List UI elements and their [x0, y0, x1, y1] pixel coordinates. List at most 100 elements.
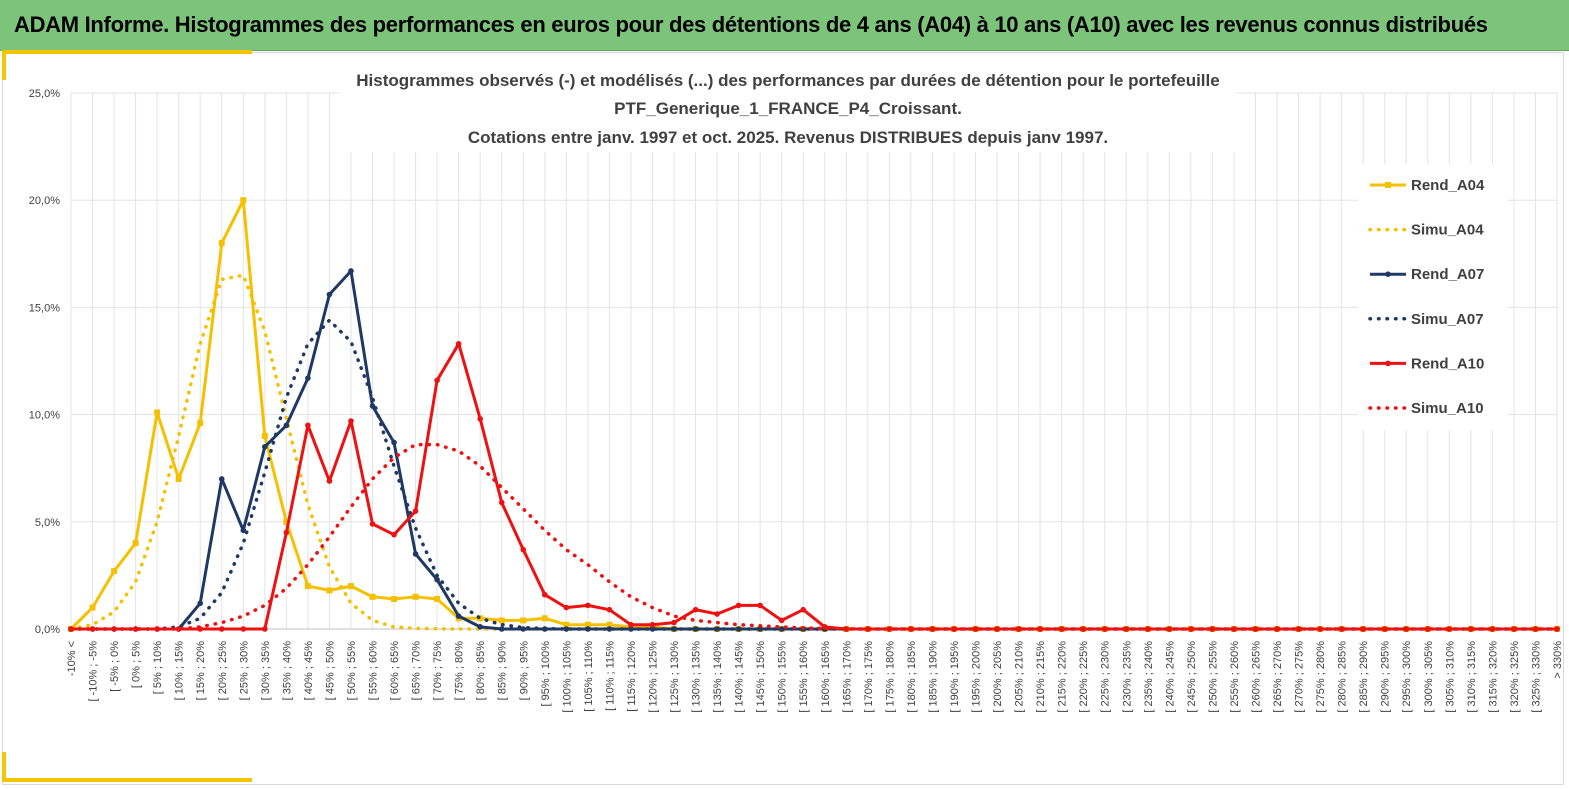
data-point-rend-a07 [218, 476, 225, 482]
data-point-rend-a10 [541, 591, 548, 598]
data-point-rend-a04 [240, 197, 247, 204]
data-point-rend-a04 [412, 593, 419, 600]
x-tick-label: [ 15% ; 20% [195, 641, 207, 701]
x-tick-label: [ 195% ; 200% [971, 641, 983, 713]
x-tick-label: [ 275% ; 280% [1315, 641, 1327, 713]
data-point-rend-a07 [197, 600, 204, 607]
data-point-rend-a10 [1338, 626, 1345, 632]
x-tick-label: [ 305% ; 310% [1444, 641, 1456, 713]
x-tick-label: [ 40% ; 45% [303, 641, 315, 701]
x-tick-label: [ 295% ; 300% [1401, 641, 1413, 713]
data-point-rend-a10 [391, 531, 397, 538]
y-tick-label: 20,0% [29, 195, 60, 207]
x-tick-label: [ 0% ; 5% [131, 641, 143, 688]
x-tick-label: [ 215% ; 220% [1057, 641, 1069, 713]
data-point-rend-a10 [821, 624, 828, 630]
data-point-rend-a10 [1511, 626, 1517, 632]
data-point-rend-a04 [154, 409, 161, 416]
data-point-rend-a10 [477, 416, 483, 422]
x-tick-label: [ 25% ; 30% [238, 641, 250, 701]
series-line-simu-a07 [69, 318, 1559, 631]
legend-marker-rend-a04 [1385, 182, 1391, 188]
data-point-rend-a10 [1101, 626, 1108, 632]
x-tick-label: [ 180% ; 185% [906, 641, 918, 713]
data-point-rend-a10 [1015, 626, 1022, 632]
x-tick-label: [ 230% ; 235% [1121, 641, 1133, 713]
x-tick-label: > 330% [1552, 641, 1564, 679]
data-point-rend-a10 [563, 604, 570, 611]
data-point-rend-a07 [434, 576, 440, 583]
data-point-rend-a04 [498, 617, 505, 624]
data-point-rend-a07 [240, 527, 247, 534]
x-tick-label: [ 190% ; 195% [949, 641, 961, 713]
x-tick-label: [ -5% ; 0% [109, 641, 121, 692]
x-tick-label: [ 145% ; 150% [755, 641, 767, 713]
x-tick-label: [ 280% ; 285% [1337, 641, 1349, 713]
y-tick-label: 10,0% [29, 410, 60, 422]
y-tick-label: 5,0% [35, 517, 60, 529]
data-point-rend-a10 [240, 626, 247, 632]
data-point-rend-a07 [477, 624, 483, 630]
x-tick-label: [ 125% ; 130% [669, 641, 681, 713]
series-line-rend-a10 [71, 342, 1557, 631]
chart-title-line-1: Histogrammes observés (-) et modélisés (… [356, 71, 1219, 90]
data-point-rend-a07 [326, 291, 333, 298]
data-point-rend-a04 [132, 540, 139, 547]
x-tick-label: [ 90% ; 95% [518, 641, 530, 701]
x-tick-label: [ 150% ; 155% [777, 641, 789, 713]
legend-label-simu-a07: Simu_A07 [1411, 311, 1484, 328]
data-point-rend-a07 [455, 613, 462, 619]
data-point-rend-a04 [304, 583, 311, 590]
x-tick-label: [ 240% ; 245% [1164, 641, 1176, 713]
data-point-rend-a04 [347, 583, 354, 590]
data-point-rend-a04 [175, 475, 182, 482]
x-tick-label: [ 100% ; 105% [561, 641, 573, 713]
data-point-rend-a10 [1295, 626, 1302, 632]
data-point-rend-a10 [369, 521, 376, 527]
x-tick-label: [ 285% ; 290% [1358, 641, 1370, 713]
data-point-rend-a07 [520, 626, 527, 632]
data-point-rend-a07 [283, 422, 290, 429]
data-point-rend-a04 [369, 593, 376, 600]
data-point-rend-a10 [735, 602, 742, 609]
data-point-rend-a10 [972, 626, 979, 632]
x-tick-label: [ 45% ; 50% [324, 641, 336, 701]
x-tick-label: [ 130% ; 135% [691, 641, 703, 713]
x-tick-label: -10% < [66, 641, 78, 676]
x-tick-label: [ 250% ; 255% [1207, 641, 1219, 713]
data-point-rend-a10 [498, 499, 505, 506]
x-tick-label: [ 225% ; 230% [1100, 641, 1112, 713]
data-point-rend-a10 [865, 626, 871, 632]
x-tick-label: [ 185% ; 190% [927, 641, 939, 713]
x-tick-label: [ 260% ; 265% [1250, 641, 1262, 713]
data-point-rend-a04 [283, 518, 290, 525]
accent-bar-left [2, 50, 6, 80]
x-tick-label: [ 35% ; 40% [281, 641, 293, 701]
data-point-rend-a10 [1554, 626, 1560, 632]
data-point-rend-a10 [434, 377, 440, 384]
data-point-rend-a10 [1424, 626, 1431, 632]
x-tick-label: [ 115% ; 120% [626, 641, 638, 712]
legend-label-simu-a10: Simu_A10 [1411, 400, 1484, 417]
page-title: ADAM Informe. Histogrammes des performan… [14, 12, 1488, 37]
data-point-rend-a10 [305, 422, 311, 429]
x-tick-label: [ 110% ; 115% [604, 641, 616, 711]
data-point-rend-a10 [800, 606, 807, 613]
x-tick-label: [ 320% ; 325% [1509, 641, 1521, 713]
x-tick-label: [ 170% ; 175% [863, 641, 875, 713]
y-tick-label: 15,0% [29, 302, 60, 314]
data-point-rend-a07 [498, 626, 505, 632]
x-tick-label: [ 65% ; 70% [411, 641, 423, 701]
data-point-rend-a07 [649, 626, 656, 632]
data-point-rend-a04 [541, 615, 548, 622]
x-tick-label: [ 325% ; 330% [1530, 641, 1542, 713]
x-tick-label: [ 80% ; 85% [475, 641, 487, 701]
data-point-rend-a07 [305, 375, 311, 381]
x-tick-label: [ 310% ; 315% [1466, 641, 1478, 713]
data-point-rend-a10 [1381, 626, 1388, 632]
x-tick-label: [ 290% ; 295% [1380, 641, 1392, 713]
legend: Rend_A04 Simu_A04 Rend_A07 Simu_A07 Rend_A10… [1358, 164, 1508, 430]
x-tick-label: [ 105% ; 110% [583, 641, 595, 712]
axes: 0,0% 5,0% 10,0% 15,0% 20,0% 25,0% -10% < [ -10%… [29, 88, 1564, 713]
data-point-rend-a10 [175, 626, 182, 632]
